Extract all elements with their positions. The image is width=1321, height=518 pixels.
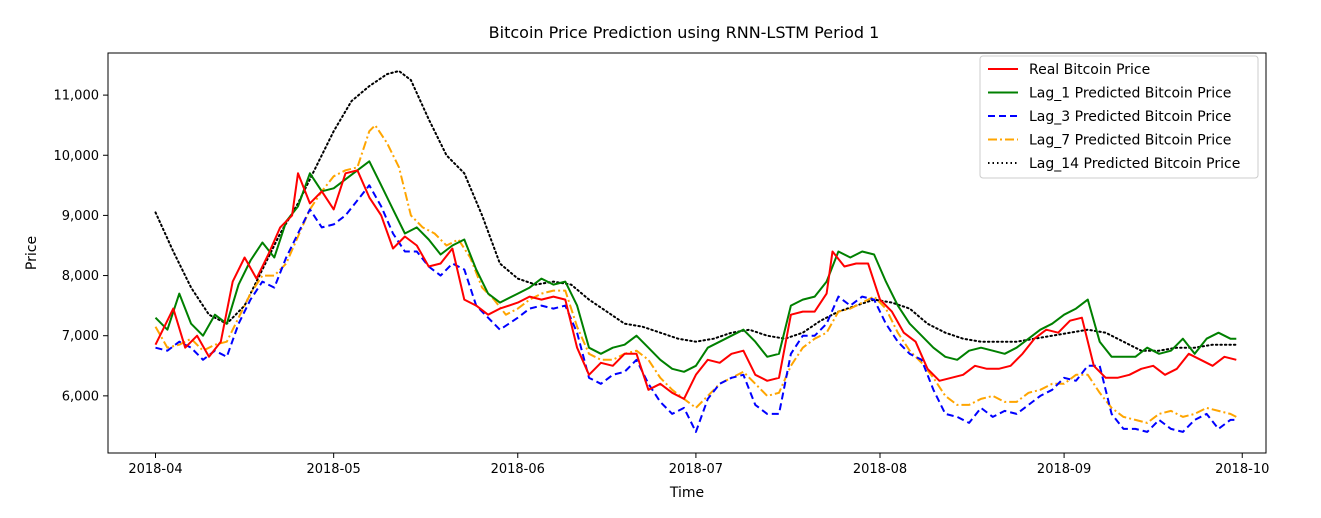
series-line-1 [154, 169, 1237, 400]
y-tick-label: 9,000 [62, 209, 99, 224]
chart-title: Bitcoin Price Prediction using RNN-LSTM … [489, 23, 880, 42]
x-tick-label: 2018-09 [1037, 462, 1091, 477]
x-tick-label: 2018-07 [669, 462, 723, 477]
plot-frame [107, 52, 1267, 454]
series-line-4 [154, 124, 1237, 424]
y-tick-label: 6,000 [62, 389, 99, 404]
legend-label: Lag_14 Predicted Bitcoin Price [1029, 156, 1240, 172]
y-tick-label: 10,000 [54, 149, 100, 164]
y-axis: 6,000 7,000 8,000 9,000 10,000 11,000 [54, 89, 108, 404]
x-tick-label: 2018-04 [128, 462, 182, 477]
x-tick-label: 2018-05 [306, 462, 360, 477]
y-axis-label: Price [24, 236, 40, 270]
x-axis: 2018-04 2018-05 2018-06 2018-07 2018-08 2018-… [128, 453, 1269, 477]
legend-box [979, 55, 1259, 179]
plot-lines [154, 70, 1238, 433]
legend-label: Lag_1 Predicted Bitcoin Price [1029, 86, 1231, 102]
x-tick-label: 2018-10 [1215, 462, 1269, 477]
series-line-5 [154, 70, 1238, 352]
legend-label: Real Bitcoin Price [1029, 62, 1150, 78]
x-tick-label: 2018-08 [853, 462, 907, 477]
x-tick-label: 2018-06 [491, 462, 545, 477]
series-line-2 [154, 160, 1237, 373]
legend-label: Lag_3 Predicted Bitcoin Price [1029, 109, 1231, 125]
legend-label: Lag_7 Predicted Bitcoin Price [1029, 133, 1231, 149]
y-tick-label: 8,000 [62, 269, 99, 284]
legend: Real Bitcoin Price Lag_1 Predicted Bitcoi… [979, 55, 1259, 179]
x-axis-label: Time [669, 485, 704, 501]
series-line-3 [155, 184, 1237, 433]
y-tick-label: 7,000 [62, 329, 99, 344]
y-tick-label: 11,000 [54, 89, 100, 104]
